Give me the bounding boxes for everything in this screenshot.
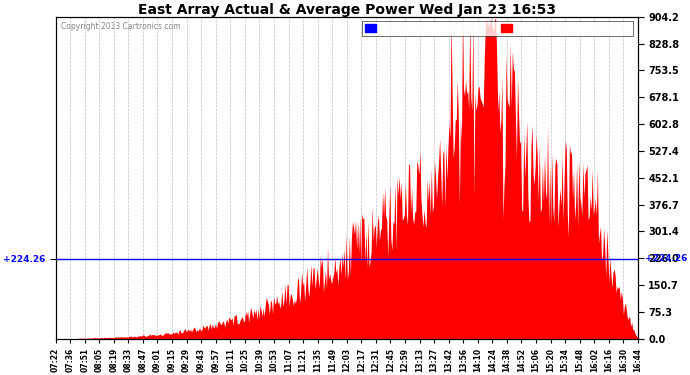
Title: East Array Actual & Average Power Wed Jan 23 16:53: East Array Actual & Average Power Wed Ja… <box>138 3 555 17</box>
Text: Copyright 2013 Cartronics.com: Copyright 2013 Cartronics.com <box>61 22 181 31</box>
Legend: Average (DC Watts), East Array (DC Watts): Average (DC Watts), East Array (DC Watts… <box>362 21 633 36</box>
Text: +224.26: +224.26 <box>645 255 687 264</box>
